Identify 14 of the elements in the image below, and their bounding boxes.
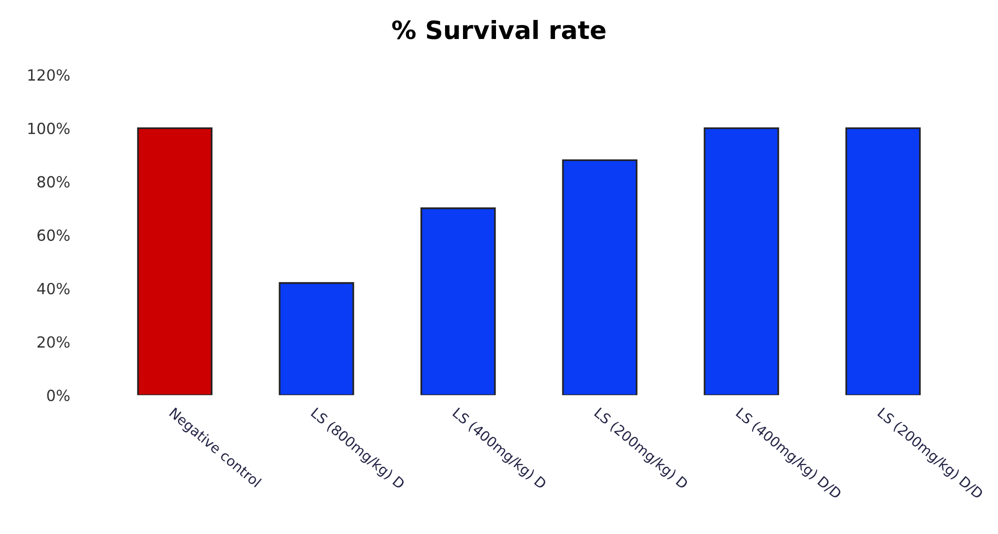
bar — [137, 127, 212, 396]
bar — [704, 127, 780, 396]
bar — [420, 207, 496, 396]
y-tick-label: 0% — [47, 390, 70, 402]
y-tick-label: 40% — [37, 282, 70, 294]
bar — [278, 282, 354, 396]
chart-title: % Survival rate — [392, 20, 606, 40]
y-tick-label: 100% — [28, 122, 70, 134]
y-tick-label: 120% — [28, 69, 70, 81]
y-tick-label: 20% — [38, 336, 70, 348]
bar — [562, 159, 638, 396]
bar — [845, 127, 921, 396]
y-tick-label: 80% — [37, 176, 70, 188]
y-tick-label: 60% — [37, 229, 70, 241]
